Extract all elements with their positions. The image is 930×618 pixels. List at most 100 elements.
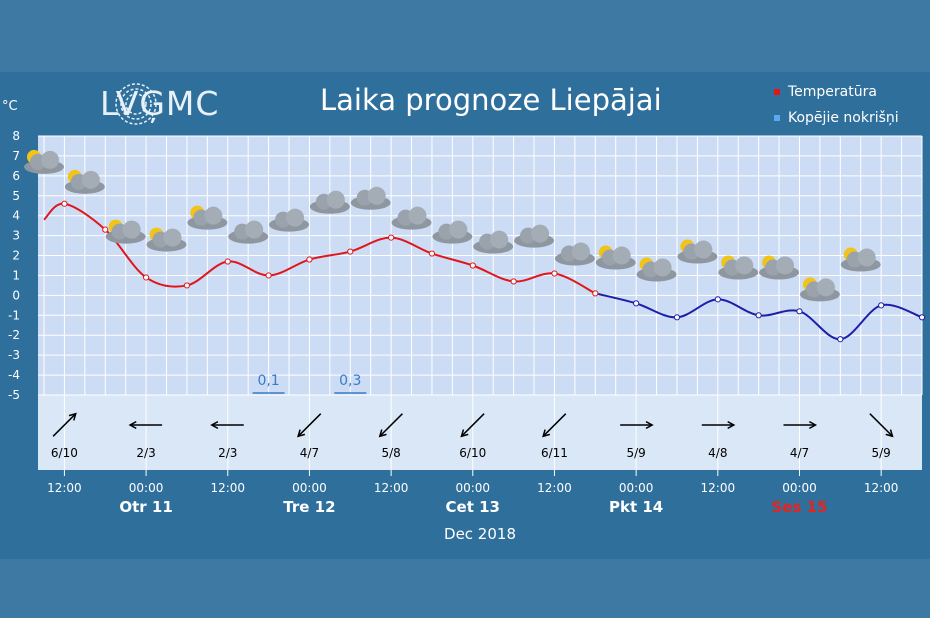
time-tick-label: 12:00 <box>47 481 82 495</box>
wind-speed-label: 4/7 <box>299 446 320 460</box>
cloud-shape <box>367 186 386 205</box>
partly-cloudy-icon <box>64 169 105 194</box>
temperature-point <box>224 258 231 265</box>
wind-arrow-icon <box>52 413 77 437</box>
cloud-icon <box>391 206 432 230</box>
wind-arrowhead <box>210 420 219 430</box>
partly-cloudy-icon <box>187 205 228 230</box>
wind-arrowhead <box>727 420 736 430</box>
temperature-point <box>306 256 313 263</box>
temperature-point <box>428 250 436 257</box>
cloud-shape <box>122 220 141 239</box>
wind-speed-label: 5/9 <box>871 446 891 460</box>
y-tick-label: 4 <box>12 209 20 223</box>
temperature-point <box>102 226 109 233</box>
rain-cloud-icon <box>309 190 350 214</box>
day-label: Pkt 14 <box>609 498 664 516</box>
wind-arrowhead <box>645 420 654 430</box>
temperature-point <box>551 270 558 277</box>
wind-arrow-icon <box>297 413 322 437</box>
legend-temperature: Temperatūra <box>774 84 877 100</box>
wind-arrowhead <box>808 420 818 430</box>
temperature-point <box>183 282 191 289</box>
y-tick-label: 7 <box>12 149 20 163</box>
temperature-point <box>633 300 640 307</box>
time-tick-label: 00:00 <box>128 481 164 495</box>
day-label: Cet 13 <box>445 498 500 516</box>
time-tick-label: 00:00 <box>292 481 327 495</box>
partly-cloudy-icon <box>718 255 759 280</box>
wind-speed-label: 5/8 <box>381 446 401 460</box>
y-tick-label: -5 <box>8 388 20 402</box>
y-tick-label: -2 <box>8 328 20 342</box>
temperature-point <box>469 262 476 269</box>
partly-cloudy-icon <box>759 255 800 280</box>
wind-arrowhead <box>68 412 77 421</box>
wind-speed-label: 5/9 <box>626 446 646 460</box>
cloud-shape <box>735 256 754 275</box>
wind-arrowhead <box>128 420 137 430</box>
y-tick-label: -4 <box>8 368 20 382</box>
temperature-point <box>592 290 599 297</box>
cloud-icon <box>432 220 473 244</box>
cloud-shape <box>408 206 427 225</box>
day-label: Ses 15 <box>771 498 828 516</box>
precipitation-label: 0,3 <box>339 373 362 389</box>
temperature-point <box>673 314 681 321</box>
wind-arrow-icon <box>460 413 485 437</box>
wind-speed-label: 2/3 <box>136 446 156 460</box>
cloud-shape <box>41 150 59 169</box>
time-tick-label: 12:00 <box>537 481 572 495</box>
wind-arrowhead <box>885 429 894 438</box>
temperature-point <box>918 314 926 321</box>
cloud-icon <box>514 224 555 248</box>
wind-arrowhead <box>378 429 387 438</box>
y-tick-label: 1 <box>12 268 20 282</box>
cloud-shape <box>163 228 182 247</box>
wind-speed-label: 6/10 <box>459 446 487 460</box>
cloud-shape <box>326 190 345 209</box>
cloud-shape <box>612 246 631 265</box>
cloud-shape <box>571 242 590 261</box>
wind-speed-label: 4/8 <box>708 446 728 460</box>
wind-arrow-icon <box>542 413 567 437</box>
y-axis-unit: °C <box>2 99 18 114</box>
temperature-point <box>796 308 803 315</box>
cloud-shape <box>857 248 876 267</box>
wind-arrowhead <box>460 429 469 438</box>
cloud-shape <box>531 224 550 243</box>
page-title: Laika prognoze Liepājai <box>320 83 662 117</box>
cloud-shape <box>694 240 713 259</box>
y-tick-label: 0 <box>12 288 20 302</box>
cloud-shape <box>776 256 795 275</box>
wind-speed-label: 6/11 <box>540 446 568 460</box>
month-label: Dec 2018 <box>444 525 516 543</box>
lvgmc-logo-icon <box>115 83 157 125</box>
temperature-point <box>388 234 395 241</box>
time-tick-label: 12:00 <box>373 481 409 495</box>
time-tick-label: 12:00 <box>700 481 736 495</box>
wind-panel <box>38 395 922 470</box>
time-tick-label: 00:00 <box>618 481 654 495</box>
y-tick-label: -3 <box>8 348 20 362</box>
temperature-point <box>755 312 762 319</box>
wind-speed-label: 4/7 <box>789 446 810 460</box>
legend-precipitation: Kopējie nokrišņi <box>774 110 899 126</box>
legend-swatch <box>774 89 780 95</box>
cloud-shape <box>653 258 672 277</box>
cloud-shape <box>245 220 264 239</box>
cloud-shape <box>204 206 223 225</box>
cloud-icon <box>350 186 391 210</box>
temperature-point <box>878 302 885 309</box>
wind-arrowhead <box>297 429 306 438</box>
precipitation-label: 0,1 <box>257 373 280 389</box>
partly-cloudy-icon <box>595 245 636 270</box>
time-tick-label: 12:00 <box>863 481 899 495</box>
cloud-icon <box>269 208 310 232</box>
partly-cloudy-icon <box>24 149 64 174</box>
cloud-shape <box>286 208 305 227</box>
temperature-point <box>510 278 517 285</box>
partly-cloudy-icon <box>636 257 677 282</box>
temperature-point <box>61 200 68 207</box>
